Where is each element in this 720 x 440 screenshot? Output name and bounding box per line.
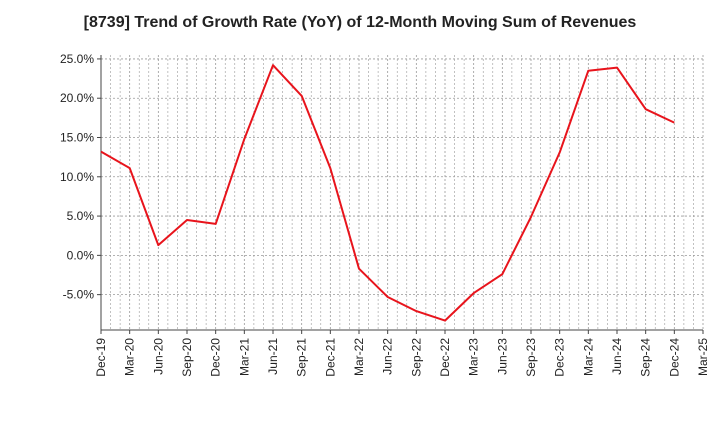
x-tick-label: Jun-21 [266,338,280,375]
chart-title: [8739] Trend of Growth Rate (YoY) of 12-… [83,14,637,31]
x-tick-label: Dec-20 [209,338,223,377]
y-tick-label: 20.0% [60,91,94,105]
x-tick-label: Mar-23 [467,338,481,376]
x-tick-label: Sep-24 [639,338,653,377]
y-tick-label: 25.0% [60,52,94,66]
grid-lines [100,55,704,330]
x-tick-label: Mar-22 [352,338,366,376]
x-tick-label: Mar-21 [237,338,251,376]
x-tick-label: Dec-21 [323,338,337,377]
x-tick-label: Dec-23 [553,338,567,377]
x-tick-label: Mar-24 [581,338,595,376]
x-tick-label: Mar-25 [696,338,710,376]
x-tick-label: Dec-19 [94,338,108,377]
axes [97,55,704,334]
y-tick-label: 0.0% [67,248,95,262]
y-tick-label: 5.0% [67,209,95,223]
x-tick-label: Jun-20 [151,338,165,375]
x-tick-label: Sep-21 [295,338,309,377]
x-tick-label: Jun-22 [381,338,395,375]
x-tick-label: Sep-20 [180,338,194,377]
x-tick-label: Sep-23 [524,338,538,377]
x-tick-label: Dec-24 [667,338,681,377]
y-tick-label: 15.0% [60,131,94,145]
x-tick-label: Sep-22 [409,338,423,377]
x-tick-label: Dec-22 [438,338,452,377]
x-tick-labels: Dec-19 Mar-20 Jun-20 Sep-20 Dec-20 Mar-21 Jun-… [94,338,710,377]
y-tick-labels: 25.0% 20.0% 15.0% 10.0% 5.0% 0.0% -5.0% [60,52,94,302]
x-tick-label: Jun-24 [610,338,624,375]
x-tick-label: Mar-20 [123,338,137,376]
y-tick-label: 10.0% [60,170,94,184]
x-tick-label: Jun-23 [495,338,509,375]
series-line [100,64,675,322]
series [100,64,675,322]
y-tick-label: -5.0% [63,288,95,302]
